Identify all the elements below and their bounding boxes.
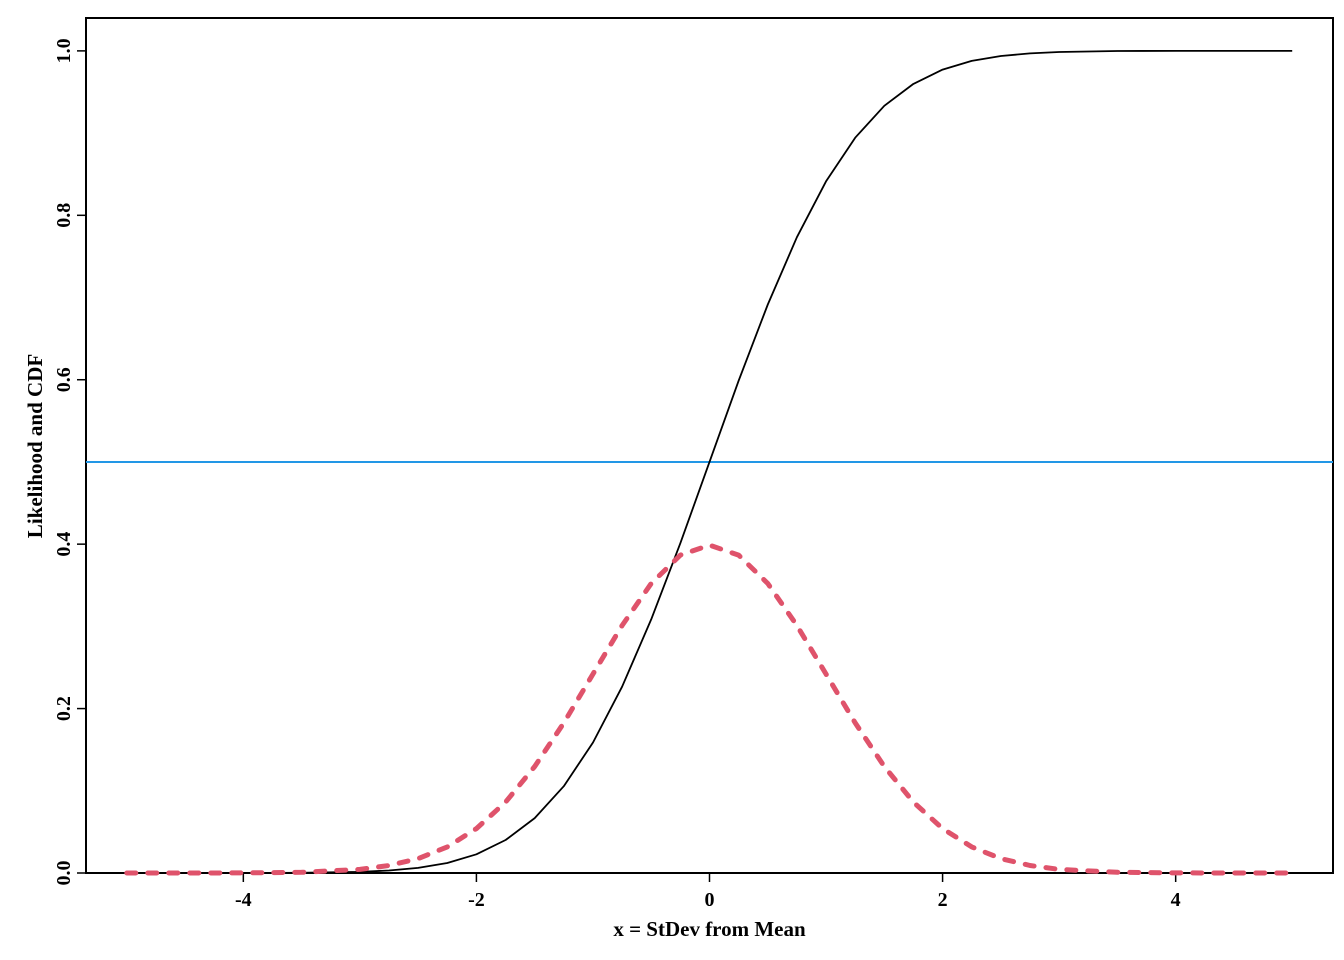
y-tick-label: 0.6	[53, 367, 75, 392]
x-tick-label: -4	[235, 889, 252, 911]
cdf-curve	[126, 50, 1293, 874]
x-axis-title: x = StDev from Mean	[613, 917, 806, 941]
y-tick-label: 0.2	[53, 696, 75, 721]
y-tick-label: 0.0	[53, 861, 75, 886]
x-tick-label: 4	[1171, 889, 1181, 911]
x-tick-label: 0	[705, 889, 715, 911]
plot-area: -4 -2 0 2 4 0.0 0.2 0.4 0.6 0.8 1.0	[53, 17, 1334, 911]
x-tick-label: 2	[938, 889, 948, 911]
y-axis-title: Likelihood and CDF	[23, 354, 47, 538]
y-tick-label: 0.8	[53, 203, 75, 228]
pdf-curve	[124, 542, 1295, 876]
y-tick-label: 1.0	[53, 38, 75, 63]
plot-frame	[85, 17, 1334, 874]
x-tick-label: -2	[468, 889, 485, 911]
y-tick-label: 0.4	[53, 532, 75, 557]
